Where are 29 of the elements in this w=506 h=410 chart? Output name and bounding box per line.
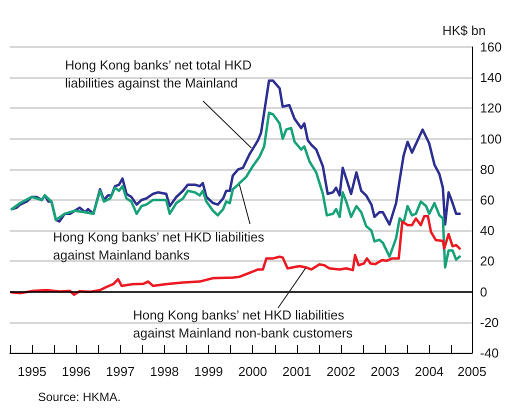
y-tick-label: 120	[480, 100, 502, 116]
x-tick-label: 2001	[282, 364, 312, 379]
annotation: Hong Kong banks’ net HKD liabilities against Mainland banks	[53, 230, 268, 262]
y-tick-label: 20	[480, 254, 494, 269]
x-tick-label: 2005	[458, 364, 486, 379]
x-tick-label: 1995	[18, 364, 47, 379]
x-tick-label: 1996	[62, 364, 91, 379]
x-tick-label: 1999	[194, 364, 224, 379]
line-series	[10, 214, 461, 296]
x-tick-label: 1997	[106, 364, 135, 379]
y-tick-label: 80	[480, 162, 494, 177]
annotation: Hong Kong banks’ net total HKD liabilities against the Mainland	[65, 58, 256, 90]
x-tick-label: 1998	[150, 364, 179, 379]
x-tick-label: 2000	[238, 364, 268, 379]
y-tick-label: -20	[480, 314, 499, 330]
y-axis-title: HK$ bn	[442, 23, 486, 38]
source-note: Source: HKMA.	[38, 390, 121, 404]
y-tick-label: 140	[480, 70, 502, 86]
y-tick-label: -40	[480, 346, 499, 360]
y-tick-label: 160	[480, 40, 502, 54]
x-tick-label: 2003	[370, 364, 400, 379]
y-tick-label: 0	[480, 284, 488, 300]
y-tick-label: 60	[480, 192, 494, 208]
x-tick-label: 2004	[414, 364, 444, 379]
x-tick-label: 2002	[326, 364, 356, 379]
line-series	[10, 112, 461, 269]
annotation: Hong Kong banks’ net HKD liabilities against Mainland non-bank customers	[133, 308, 354, 340]
y-tick-label: 40	[480, 223, 494, 238]
y-tick-label: 100	[480, 131, 502, 146]
